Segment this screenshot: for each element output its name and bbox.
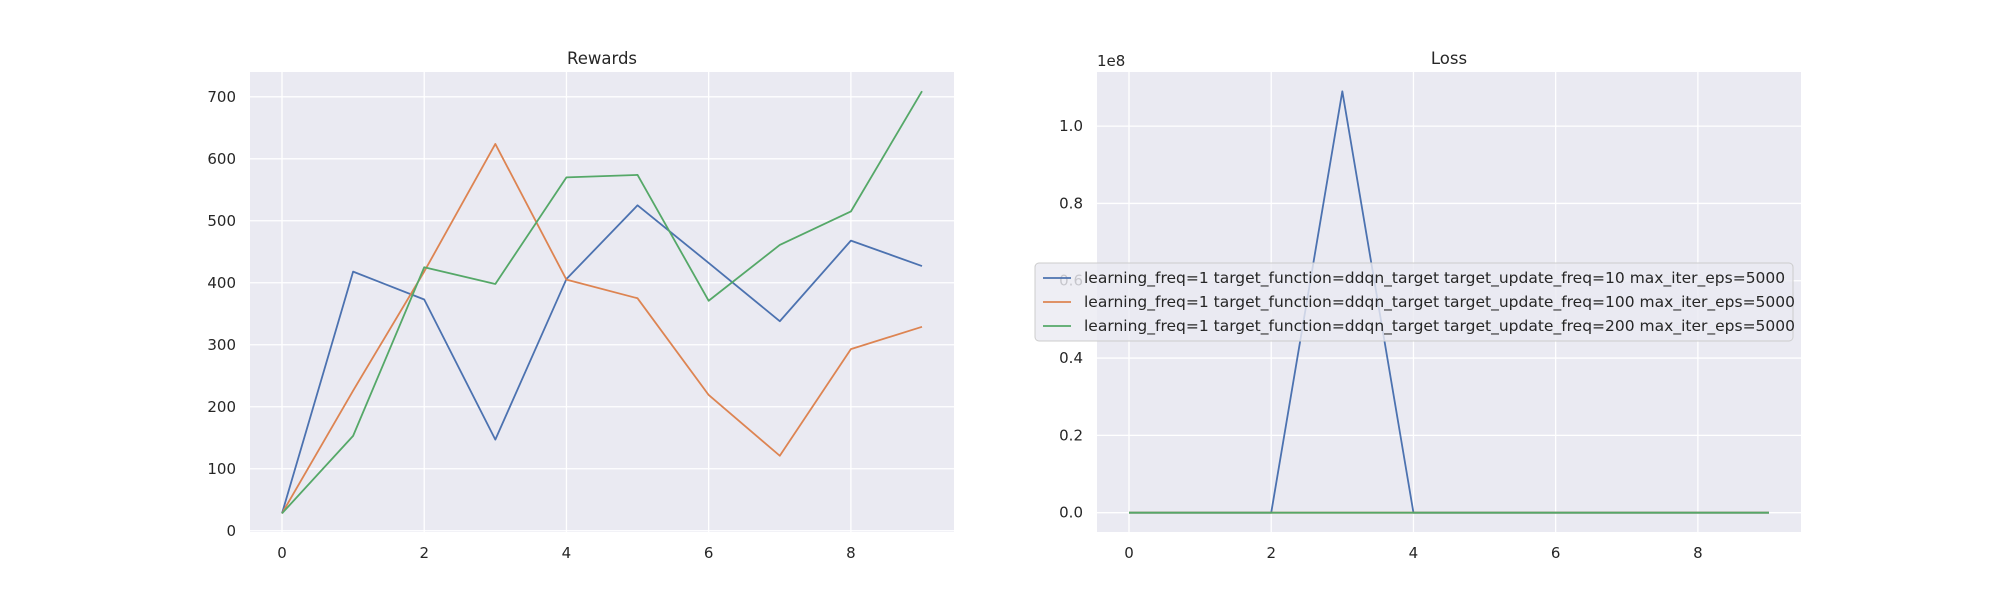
y-tick-label: 300	[207, 336, 236, 354]
y-axis-offset-label: 1e8	[1097, 52, 1125, 70]
legend-box	[1034, 262, 1794, 342]
x-tick-label: 4	[562, 544, 572, 562]
y-tick-label: 0	[226, 522, 236, 540]
y-tick-label: 500	[207, 212, 236, 230]
y-tick-label: 0.4	[1059, 349, 1083, 367]
y-tick-label: 200	[207, 398, 236, 416]
y-tick-label: 400	[207, 274, 236, 292]
x-tick-label: 4	[1409, 544, 1419, 562]
y-tick-label: 100	[207, 460, 236, 478]
y-tick-label: 1.0	[1059, 117, 1083, 135]
legend-label-3: learning_freq=1 target_function=ddqn_tar…	[1084, 317, 1795, 336]
rewards-series-line-3	[281, 90, 923, 515]
y-tick-label: 0.2	[1059, 426, 1083, 444]
legend-label-2: learning_freq=1 target_function=ddqn_tar…	[1084, 293, 1795, 312]
chart-title: Loss	[1431, 49, 1467, 68]
chart-title: Rewards	[567, 49, 637, 68]
y-tick-label: 0.0	[1059, 504, 1083, 522]
legend-label-1: learning_freq=1 target_function=ddqn_tar…	[1084, 269, 1785, 288]
y-tick-label: 600	[207, 150, 236, 168]
x-tick-label: 2	[1266, 544, 1276, 562]
y-tick-label: 0.8	[1059, 194, 1083, 212]
x-tick-label: 6	[704, 544, 714, 562]
x-tick-label: 6	[1551, 544, 1561, 562]
x-tick-label: 8	[1693, 544, 1703, 562]
x-tick-label: 8	[846, 544, 856, 562]
x-tick-label: 0	[277, 544, 287, 562]
x-tick-label: 2	[419, 544, 429, 562]
plot-area	[250, 72, 954, 532]
x-tick-label: 0	[1124, 544, 1134, 562]
rewards-series-line-1	[281, 204, 923, 514]
legend: learning_freq=1 target_function=ddqn_tar…	[1034, 262, 1795, 342]
y-tick-label: 700	[207, 88, 236, 106]
rewards-chart: 0 2 4 6 8 0 100 200 300 400 500 600 700 Rewards	[207, 49, 954, 562]
rewards-series-line-2	[281, 143, 923, 514]
